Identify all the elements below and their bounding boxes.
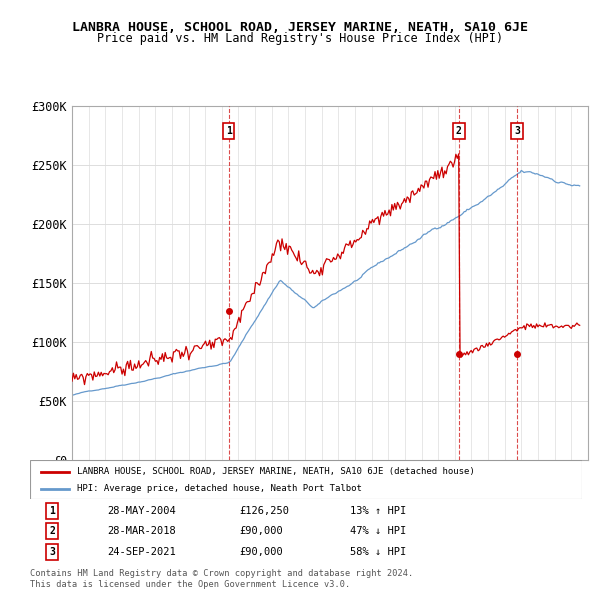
Text: 2: 2 [49,526,55,536]
Text: 1: 1 [226,126,232,136]
Text: 13% ↑ HPI: 13% ↑ HPI [350,506,406,516]
Text: 2: 2 [456,126,462,136]
Text: 47% ↓ HPI: 47% ↓ HPI [350,526,406,536]
Text: 3: 3 [49,547,55,557]
Text: 3: 3 [514,126,520,136]
Text: 24-SEP-2021: 24-SEP-2021 [107,547,176,557]
Text: 28-MAR-2018: 28-MAR-2018 [107,526,176,536]
Text: 1: 1 [49,506,55,516]
Text: 58% ↓ HPI: 58% ↓ HPI [350,547,406,557]
Text: £126,250: £126,250 [240,506,290,516]
Text: LANBRA HOUSE, SCHOOL ROAD, JERSEY MARINE, NEATH, SA10 6JE (detached house): LANBRA HOUSE, SCHOOL ROAD, JERSEY MARINE… [77,467,475,476]
Text: £90,000: £90,000 [240,547,284,557]
Text: £90,000: £90,000 [240,526,284,536]
Text: 28-MAY-2004: 28-MAY-2004 [107,506,176,516]
FancyBboxPatch shape [30,460,582,499]
Text: Contains HM Land Registry data © Crown copyright and database right 2024.
This d: Contains HM Land Registry data © Crown c… [30,569,413,589]
Text: Price paid vs. HM Land Registry's House Price Index (HPI): Price paid vs. HM Land Registry's House … [97,32,503,45]
Text: HPI: Average price, detached house, Neath Port Talbot: HPI: Average price, detached house, Neat… [77,484,362,493]
Text: LANBRA HOUSE, SCHOOL ROAD, JERSEY MARINE, NEATH, SA10 6JE: LANBRA HOUSE, SCHOOL ROAD, JERSEY MARINE… [72,21,528,34]
